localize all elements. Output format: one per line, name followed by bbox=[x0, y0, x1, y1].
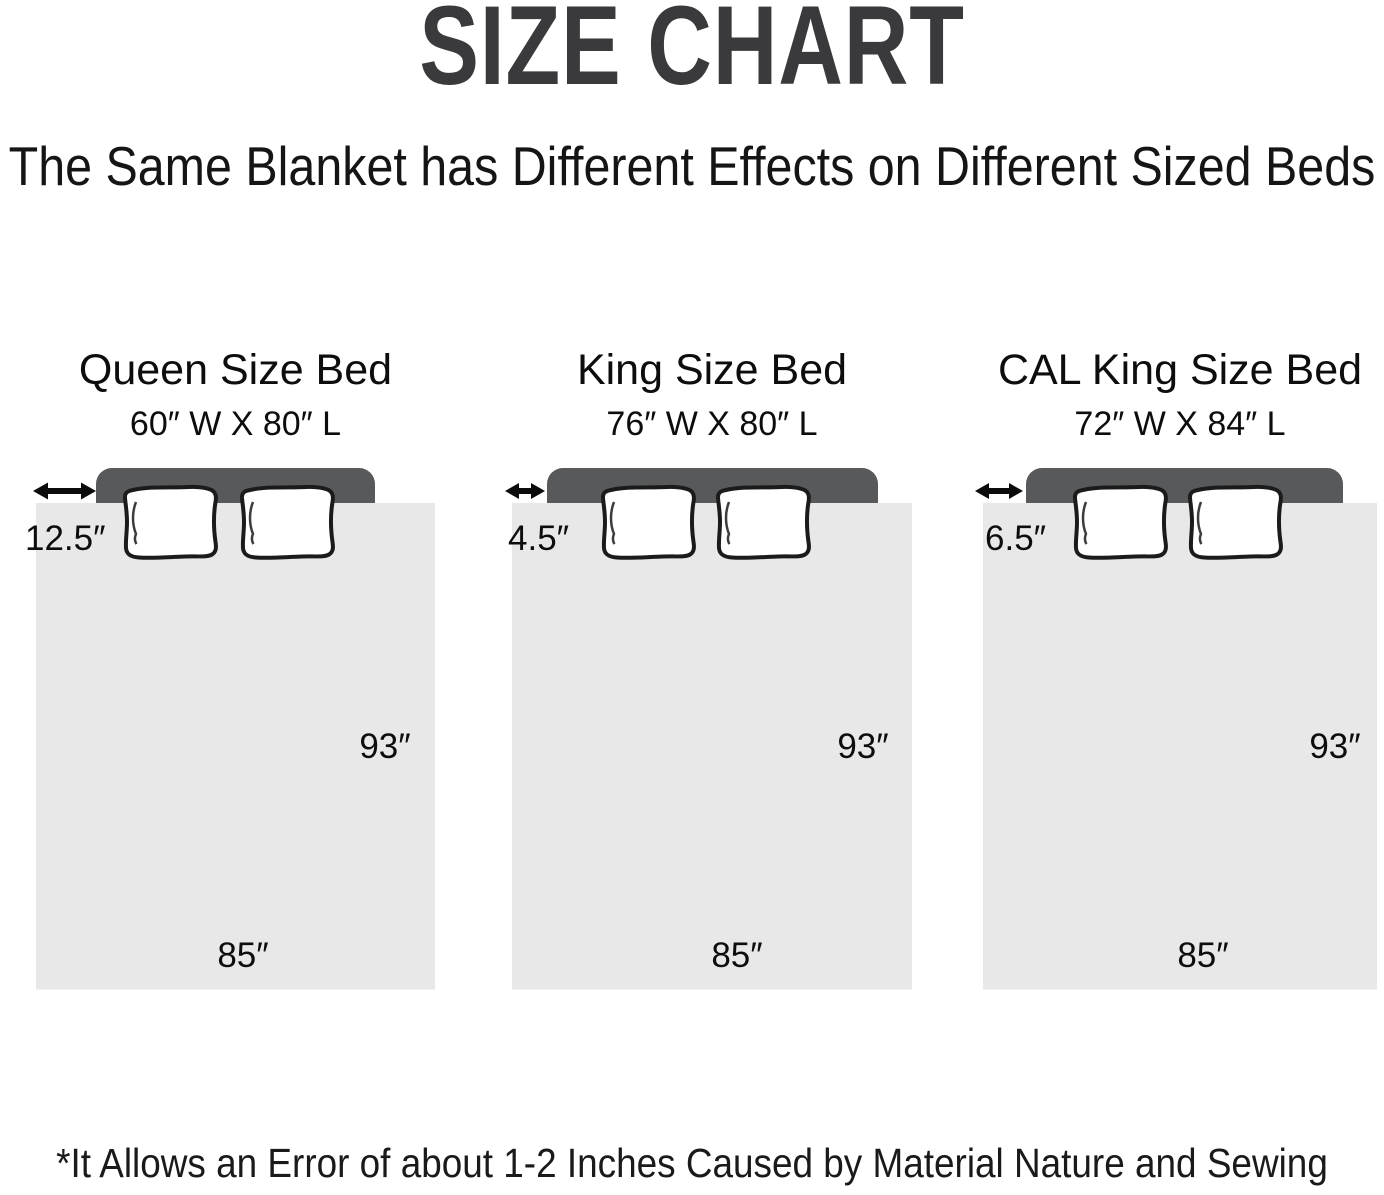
blanket bbox=[983, 503, 1377, 989]
blanket bbox=[512, 503, 912, 989]
page-title: SIZE CHART bbox=[419, 0, 965, 108]
overhang-measurement: 4.5″ bbox=[508, 519, 570, 558]
pillow-icon bbox=[715, 484, 811, 560]
overhang-measurement: 6.5″ bbox=[985, 519, 1047, 558]
blanket-length-measurement: 93″ bbox=[837, 727, 889, 766]
bed-dimensions: 76″ W X 80″ L bbox=[606, 405, 818, 443]
pillow-icon bbox=[122, 484, 218, 560]
blanket-width-measurement: 85″ bbox=[1177, 936, 1229, 975]
overhang-arrow-icon bbox=[975, 483, 1023, 499]
pillow-icon bbox=[239, 484, 335, 560]
bed-dimensions: 72″ W X 84″ L bbox=[1074, 405, 1286, 443]
blanket bbox=[36, 503, 435, 989]
bed-title: King Size Bed bbox=[576, 346, 848, 394]
blanket-length-measurement: 93″ bbox=[359, 727, 411, 766]
pillow-icon bbox=[1187, 484, 1283, 560]
bed-dimensions: 60″ W X 80″ L bbox=[129, 405, 342, 443]
pillow-icon bbox=[1072, 484, 1168, 560]
footnote: *It Allows an Error of about 1-2 Inches … bbox=[56, 1140, 1328, 1186]
bed-title: Queen Size Bed bbox=[78, 346, 393, 394]
blanket-width-measurement: 85″ bbox=[711, 936, 763, 975]
blanket-length-measurement: 93″ bbox=[1309, 727, 1361, 766]
page-subtitle: The Same Blanket has Different Effects o… bbox=[8, 135, 1376, 197]
overhang-arrow-icon bbox=[33, 482, 96, 500]
pillow-icon bbox=[600, 484, 696, 560]
bed-title: CAL King Size Bed bbox=[997, 346, 1363, 394]
overhang-arrow-icon bbox=[505, 483, 545, 499]
overhang-measurement: 12.5″ bbox=[25, 519, 106, 558]
blanket-width-measurement: 85″ bbox=[217, 936, 269, 975]
